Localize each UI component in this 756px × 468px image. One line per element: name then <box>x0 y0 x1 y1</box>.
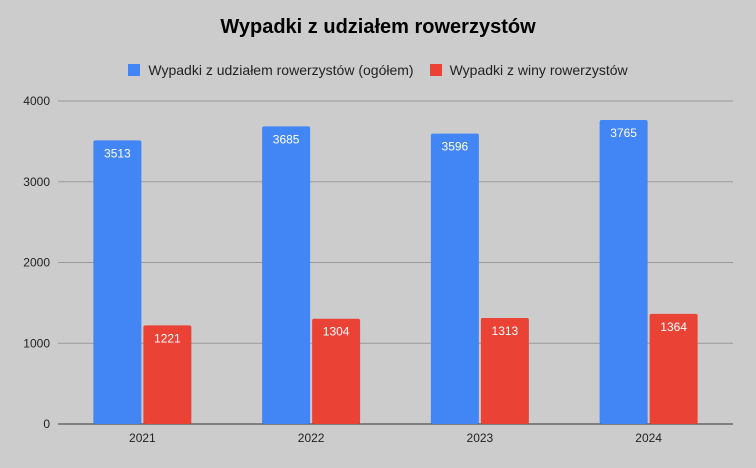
data-label-fault: 1221 <box>154 331 181 345</box>
legend-label-total: Wypadki z udziałem rowerzystów (ogółem) <box>148 62 414 78</box>
chart-title: Wypadki z udziałem rowerzystów <box>220 16 536 38</box>
x-tick-label: 2023 <box>467 431 494 445</box>
x-tick-label: 2022 <box>298 431 325 445</box>
y-tick-label: 1000 <box>23 336 50 350</box>
legend-swatch-total <box>128 64 141 76</box>
y-tick-label: 3000 <box>23 175 50 189</box>
y-tick-label: 4000 <box>23 94 50 108</box>
bar-fault <box>143 325 192 424</box>
y-tick-label: 2000 <box>23 256 50 270</box>
bar-total <box>599 119 648 424</box>
data-label-fault: 1364 <box>660 320 687 334</box>
bar-total <box>93 140 142 424</box>
legend-item-total: Wypadki z udziałem rowerzystów (ogółem) <box>128 62 414 78</box>
x-tick-label: 2024 <box>635 431 662 445</box>
legend-swatch-fault <box>429 64 442 76</box>
data-label-total: 3513 <box>104 146 131 160</box>
data-label-fault: 1313 <box>492 324 519 338</box>
data-label-total: 3685 <box>273 132 300 146</box>
y-tick-label: 0 <box>43 417 50 431</box>
data-label-total: 3596 <box>442 140 469 154</box>
bar-total <box>430 133 479 425</box>
x-tick-label: 2021 <box>129 431 156 445</box>
bar-fault <box>649 313 698 424</box>
legend-label-fault: Wypadki z winy rowerzystów <box>449 62 628 78</box>
bar-fault <box>480 317 529 424</box>
data-label-fault: 1304 <box>323 325 350 339</box>
bar-fault <box>312 318 361 424</box>
bar-total <box>262 126 311 424</box>
legend-item-fault: Wypadki z winy rowerzystów <box>429 62 628 78</box>
data-label-total: 3765 <box>610 126 637 140</box>
legend: Wypadki z udziałem rowerzystów (ogółem) … <box>0 62 756 78</box>
